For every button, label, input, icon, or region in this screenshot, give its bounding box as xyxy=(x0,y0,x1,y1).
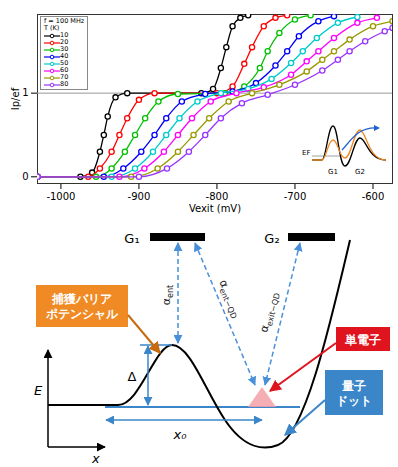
svg-text:x₀: x₀ xyxy=(173,427,188,442)
svg-text:G₁: G₁ xyxy=(124,231,139,246)
svg-text:ポテンシャル: ポテンシャル xyxy=(45,307,119,321)
svg-text:αent: αent xyxy=(160,285,175,305)
svg-text:EF: EF xyxy=(302,149,310,157)
svg-text:0: 0 xyxy=(22,171,28,182)
svg-text:ドット: ドット xyxy=(336,394,372,408)
svg-text:Δ: Δ xyxy=(128,369,137,384)
svg-text:-900: -900 xyxy=(128,191,151,202)
html-text:60: 60 xyxy=(60,66,69,74)
svg-text:単電子: 単電子 xyxy=(344,333,381,347)
svg-text:捕獲バリア: 捕獲バリア xyxy=(51,292,112,306)
svg-text:-600: -600 xyxy=(362,191,385,202)
svg-text:x: x xyxy=(91,451,100,466)
svg-text:1: 1 xyxy=(22,87,28,98)
html-text:80: 80 xyxy=(60,80,69,88)
svg-text:-700: -700 xyxy=(284,191,307,202)
svg-text:-1000: -1000 xyxy=(46,191,75,202)
svg-text:αexit−QD: αexit−QD xyxy=(257,291,282,335)
svg-text:G1: G1 xyxy=(328,168,338,176)
html-text:T (K): T (K) xyxy=(44,24,60,32)
html-text:10: 10 xyxy=(60,31,69,39)
html-text:20: 20 xyxy=(60,38,69,46)
html-text:50: 50 xyxy=(60,59,69,67)
svg-text:E: E xyxy=(34,383,43,398)
svg-text:-800: -800 xyxy=(206,191,229,202)
svg-text:量子: 量子 xyxy=(341,379,366,393)
html-text:30: 30 xyxy=(60,45,69,53)
svg-text:G₂: G₂ xyxy=(264,231,279,246)
html-text:f = 100 MHz: f = 100 MHz xyxy=(44,17,85,25)
svg-text:G2: G2 xyxy=(355,168,365,176)
svg-text:Vexit (mV): Vexit (mV) xyxy=(189,203,241,214)
svg-text:Ip/ef: Ip/ef xyxy=(10,87,21,110)
html-text:70: 70 xyxy=(60,73,69,81)
svg-text:αent−QD: αent−QD xyxy=(215,278,244,320)
html-text:40: 40 xyxy=(60,52,69,60)
